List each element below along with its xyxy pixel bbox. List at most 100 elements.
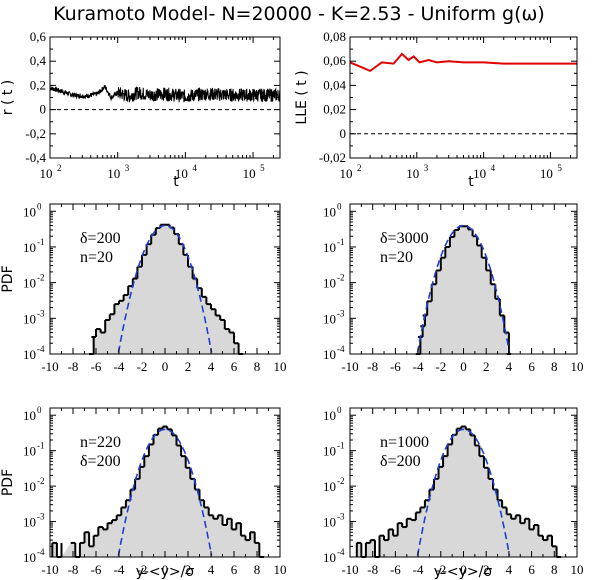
lle-xtick-exponent: 5 — [557, 163, 562, 173]
pdf2-xtick-label: 0 — [460, 359, 467, 374]
pdf1-xtick-label: -10 — [41, 359, 58, 374]
pdf4-ytick-label: 10 — [323, 479, 336, 494]
pdf1-xtick-label: -8 — [68, 359, 79, 374]
rt-xtick-exponent: 5 — [260, 163, 265, 173]
lle-ytick-label: 0,02 — [323, 102, 346, 117]
pdf4-annotation: δ=200 — [380, 453, 421, 470]
lle-xtick-exponent: 3 — [424, 163, 429, 173]
pdf3-ytick-label: 10 — [23, 444, 36, 459]
pdf3-xtick-label: 10 — [274, 562, 287, 577]
pdf1-xtick-label: 2 — [185, 359, 192, 374]
rt-xtick-exponent: 2 — [57, 163, 62, 173]
pdf3-histogram-fill — [52, 426, 264, 557]
pdf1-xtick-label: -6 — [91, 359, 102, 374]
pdf2-xtick-label: -4 — [413, 359, 424, 374]
lle-ylabel: LLE ( t ) — [294, 70, 310, 124]
rt-xtick-exponent: 4 — [192, 163, 197, 173]
pdf3-xtick-label: -8 — [68, 562, 79, 577]
pdf3-annotation: n=220 — [80, 434, 121, 451]
pdf3-ylabel: PDF — [0, 469, 16, 496]
pdf4-ytick-label: 10 — [323, 408, 336, 423]
pdf1-ytick-exponent: -4 — [37, 344, 45, 354]
pdf3-gaussian-curve — [117, 428, 213, 556]
pdf4-xtick-label: 0 — [460, 562, 467, 577]
lle-ytick-label: 0 — [340, 126, 347, 141]
rt-ytick-label: 0,4 — [30, 53, 47, 68]
panel-lle: -0,02 0 0,02 0,04 0,06 0,08 10 2 10 3 10 4 10 5 t LLE (… — [294, 29, 578, 190]
pdf2-xtick-label: -8 — [367, 359, 378, 374]
rt-series-line — [49, 85, 281, 103]
pdf4-xtick-label: -10 — [341, 562, 358, 577]
lle-xtick-exponent: 2 — [357, 163, 362, 173]
pdf1-ytick-label: 10 — [23, 240, 36, 255]
pdf2-gaussian-curve — [416, 224, 511, 353]
rt-xtick-label: 10 — [107, 166, 120, 181]
rt-xtick-label: 10 — [40, 166, 53, 181]
rt-ytick-label: 0,6 — [30, 29, 47, 44]
pdf2-ytick-label: 10 — [323, 311, 336, 326]
pdf3-ytick-exponent: -2 — [37, 476, 45, 486]
rt-xtick-label: 10 — [175, 166, 188, 181]
pdf3-xtick-label: -6 — [91, 562, 102, 577]
pdf4-histogram-fill — [356, 426, 562, 557]
pdf1-xtick-label: 10 — [274, 359, 287, 374]
pdf1-xtick-label: -4 — [114, 359, 125, 374]
pdf4-gaussian-curve — [416, 428, 511, 556]
pdf4-xtick-label: 2 — [483, 562, 490, 577]
pdf4-xtick-label: 8 — [551, 562, 558, 577]
pdf1-ytick-exponent: -2 — [37, 273, 45, 283]
pdf4-xtick-label: 4 — [506, 562, 513, 577]
pdf1-xtick-label: 0 — [162, 359, 169, 374]
lle-xtick-label: 10 — [406, 166, 419, 181]
pdf2-annotation: n=20 — [380, 249, 413, 266]
panel-pdf-1: 10-410-310-210-110 0-10 -8 -6 -4 -2 0 2 4 6 8 10δ=2… — [0, 201, 287, 374]
pdf3-xtick-label: 2 — [185, 562, 192, 577]
pdf1-xtick-label: -2 — [137, 359, 148, 374]
lle-xtick-exponent: 4 — [491, 163, 496, 173]
rt-ytick-label: 0 — [40, 102, 47, 117]
pdf3-xtick-label: 8 — [254, 562, 261, 577]
pdf3-xtick-label: -4 — [114, 562, 125, 577]
pdf4-xtick-label: -4 — [413, 562, 424, 577]
pdf3-annotation: δ=200 — [80, 453, 121, 470]
rt-xlabel: t — [173, 174, 179, 190]
pdf1-ytick-label: 10 — [23, 347, 36, 362]
pdf1-xtick-label: 4 — [208, 359, 215, 374]
pdf3-ytick-exponent: -1 — [37, 441, 45, 451]
pdf1-ytick-exponent: -1 — [37, 237, 45, 247]
pdf3-xtick-label: -2 — [137, 562, 148, 577]
pdf3-xtick-label: 6 — [231, 562, 238, 577]
lle-xlabel: t — [468, 174, 474, 190]
lle-ytick-label: 0,06 — [323, 53, 346, 68]
pdf3-ytick-exponent: 0 — [37, 405, 42, 415]
figure-title: Kuramoto Model- N=20000 - K=2.53 - Unifo… — [53, 3, 545, 25]
lle-ytick-label: -0,02 — [319, 150, 346, 165]
rt-ytick-label: 0,2 — [30, 77, 46, 92]
pdf2-xtick-label: 10 — [571, 359, 584, 374]
rt-xtick-label: 10 — [243, 166, 256, 181]
pdf1-ytick-exponent: 0 — [37, 201, 42, 211]
panel-pdf-2: 10-410-310-210-110 0-10 -8 -6 -4 -2 0 2 4 6 8 10δ=3… — [323, 201, 584, 374]
pdf2-xtick-label: 2 — [483, 359, 490, 374]
pdf4-ytick-exponent: -2 — [337, 476, 345, 486]
lle-xtick-label: 10 — [340, 166, 353, 181]
pdf2-xtick-label: -2 — [435, 359, 446, 374]
lle-xtick-label: 10 — [540, 166, 553, 181]
pdf2-ytick-label: 10 — [323, 204, 336, 219]
pdf1-ytick-label: 10 — [23, 311, 36, 326]
pdf1-xtick-label: 6 — [231, 359, 238, 374]
pdf1-ytick-label: 10 — [23, 204, 36, 219]
pdf4-ytick-exponent: 0 — [337, 405, 342, 415]
pdf2-ytick-label: 10 — [323, 240, 336, 255]
pdf4-xtick-label: -6 — [390, 562, 401, 577]
pdf3-ytick-label: 10 — [23, 479, 36, 494]
pdf1-gaussian-curve — [117, 224, 213, 353]
pdf3-ytick-label: 10 — [23, 408, 36, 423]
pdf1-ylabel: PDF — [0, 265, 16, 292]
rt-ytick-label: -0,4 — [25, 150, 46, 165]
rt-xtick-exponent: 3 — [125, 163, 130, 173]
pdf1-xtick-label: 8 — [254, 359, 261, 374]
pdf3-xtick-label: 0 — [162, 562, 169, 577]
pdf3-ytick-exponent: -3 — [37, 512, 45, 522]
pdf1-annotation: n=20 — [80, 249, 113, 266]
